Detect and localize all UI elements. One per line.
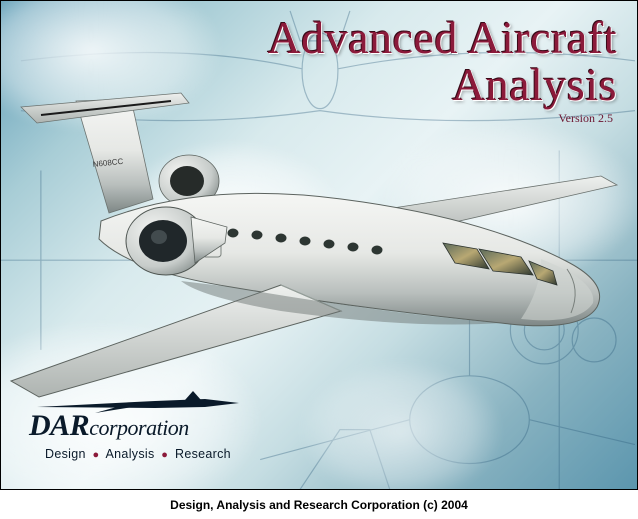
company-tagline: Design ● Analysis ● Research bbox=[45, 447, 245, 461]
company-name: DARcorporation bbox=[29, 409, 245, 443]
product-version: Version 2.5 bbox=[267, 111, 613, 126]
copyright-footer: Design, Analysis and Research Corporatio… bbox=[0, 490, 638, 518]
company-logo: DARcorporation Design ● Analysis ● Resea… bbox=[29, 391, 245, 461]
splash-screen: N608CC Advanced Aircraft Analysis Versio… bbox=[0, 0, 638, 490]
bullet-icon: ● bbox=[158, 449, 171, 461]
tagline-word-research: Research bbox=[175, 447, 231, 461]
tagline-word-analysis: Analysis bbox=[106, 447, 155, 461]
product-title-block: Advanced Aircraft Analysis Version 2.5 bbox=[267, 15, 617, 126]
product-title-line-1: Advanced Aircraft bbox=[267, 15, 617, 62]
company-name-prefix: DAR bbox=[29, 409, 89, 442]
product-title-line-2: Analysis bbox=[267, 62, 617, 109]
company-name-suffix: corporation bbox=[89, 415, 189, 440]
tagline-word-design: Design bbox=[45, 447, 86, 461]
bullet-icon: ● bbox=[90, 449, 103, 461]
